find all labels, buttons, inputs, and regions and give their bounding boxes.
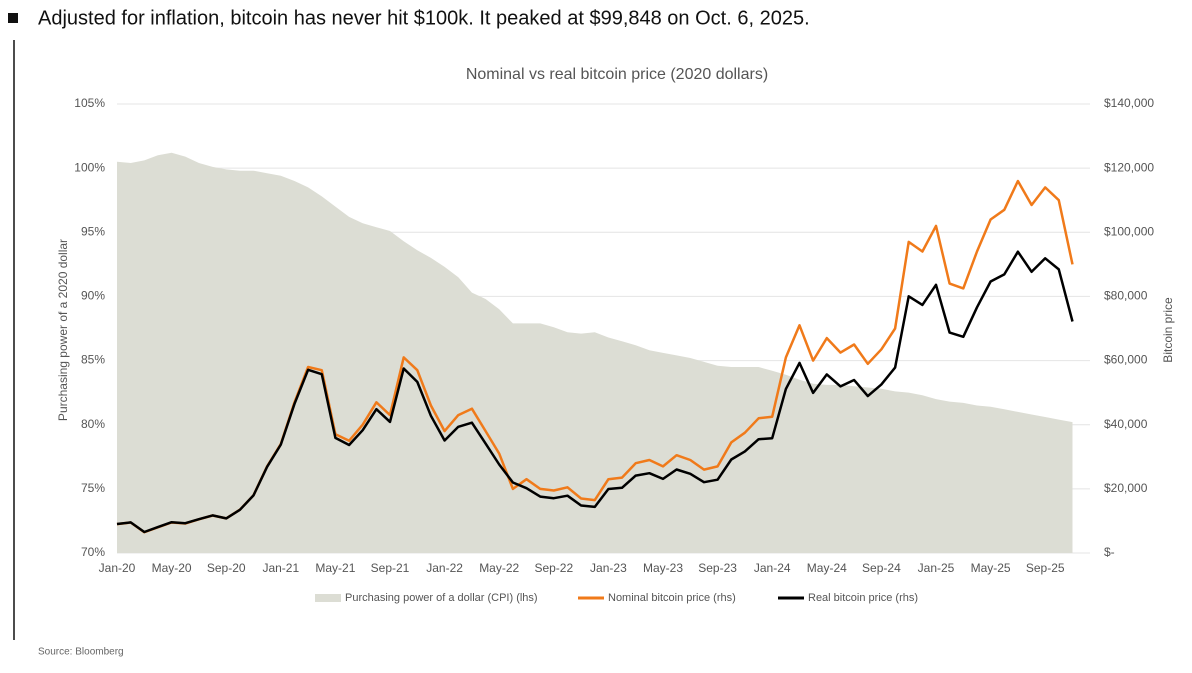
y-tick-label: 100% xyxy=(74,160,105,174)
x-tick-label: May-20 xyxy=(152,561,192,575)
y2-tick-label: $80,000 xyxy=(1104,289,1148,303)
x-tick-label: May-22 xyxy=(479,561,519,575)
y-tick-label: 105% xyxy=(74,96,105,110)
line xyxy=(116,250,1074,534)
x-tick-label: Jan-23 xyxy=(590,561,627,575)
y2-tick-label: $- xyxy=(1104,545,1115,559)
x-tick-label: Jan-21 xyxy=(262,561,299,575)
y2-tick-label: $120,000 xyxy=(1104,160,1154,174)
chart-title: Nominal vs real bitcoin price (2020 doll… xyxy=(466,66,768,83)
x-tick-label: Sep-22 xyxy=(534,561,573,575)
source: Source: Bloomberg xyxy=(38,647,124,658)
y2-tick-label: $60,000 xyxy=(1104,353,1148,367)
x-tick-label: Jan-24 xyxy=(754,561,791,575)
x-tick-label: Sep-21 xyxy=(371,561,410,575)
y-axis-title: Purchasing power of a 2020 dollar xyxy=(56,239,70,421)
x-tick-label: Jan-20 xyxy=(99,561,136,575)
y-tick-label: 90% xyxy=(81,289,105,303)
headline: Adjusted for inflation, bitcoin has neve… xyxy=(38,7,810,29)
y-tick-label: 75% xyxy=(81,481,105,495)
legend-swatch xyxy=(315,594,341,602)
y-tick-label: 80% xyxy=(81,417,105,431)
x-tick-label: May-25 xyxy=(971,561,1011,575)
x-tick-label: May-21 xyxy=(315,561,355,575)
y2-axis-title: Bitcoin price xyxy=(1161,297,1175,363)
x-tick-label: Sep-25 xyxy=(1026,561,1065,575)
legend-label: Real bitcoin price (rhs) xyxy=(808,592,918,604)
x-tick-label: Sep-20 xyxy=(207,561,246,575)
x-tick-label: Jan-22 xyxy=(426,561,463,575)
legend-label: Purchasing power of a dollar (CPI) (lhs) xyxy=(345,592,538,604)
y-tick-label: 95% xyxy=(81,224,105,238)
y-tick-label: 85% xyxy=(81,353,105,367)
y2-tick-label: $140,000 xyxy=(1104,96,1154,110)
legend-label: Nominal bitcoin price (rhs) xyxy=(608,592,736,604)
y2-tick-label: $100,000 xyxy=(1104,224,1154,238)
y2-tick-label: $40,000 xyxy=(1104,417,1148,431)
x-tick-label: May-23 xyxy=(643,561,683,575)
x-tick-label: Sep-24 xyxy=(862,561,901,575)
y-tick-label: 70% xyxy=(81,545,105,559)
x-tick-label: Jan-25 xyxy=(918,561,955,575)
headline-marker xyxy=(8,13,18,23)
x-tick-label: Sep-23 xyxy=(698,561,737,575)
area xyxy=(117,152,1073,553)
x-tick-label: May-24 xyxy=(807,561,847,575)
y2-tick-label: $20,000 xyxy=(1104,481,1148,495)
